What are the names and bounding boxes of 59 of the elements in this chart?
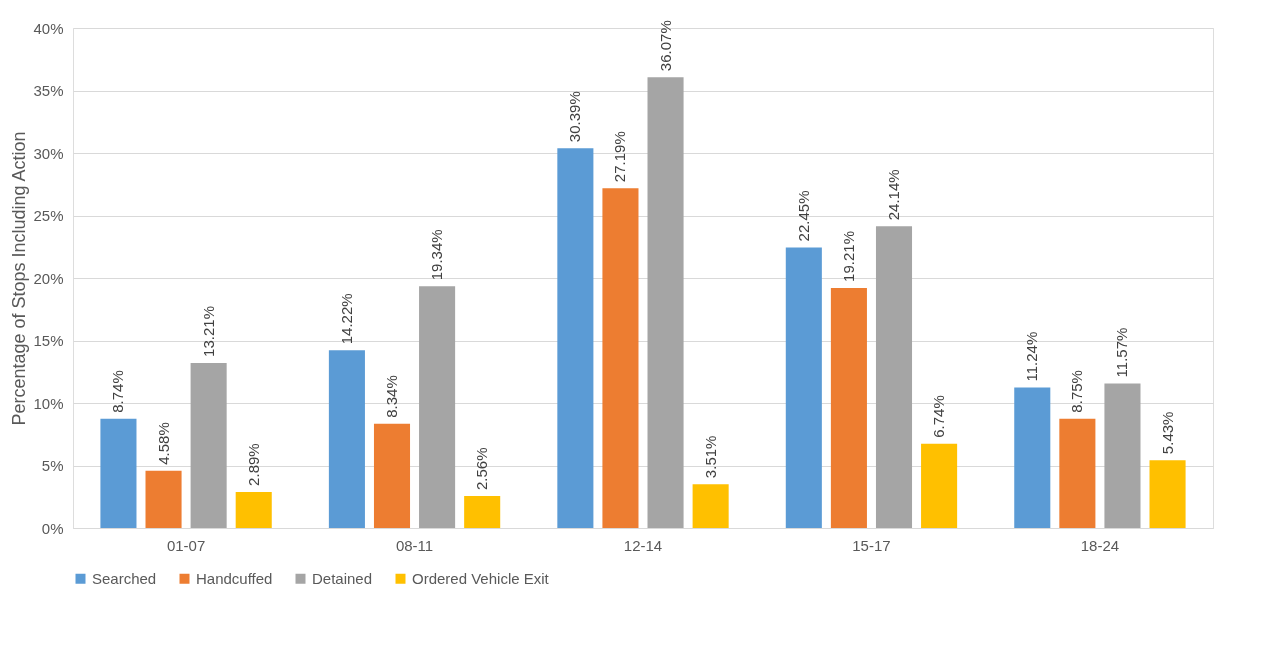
bar <box>145 470 182 528</box>
y-tick-label: 0% <box>41 519 64 537</box>
data-label: 2.89% <box>244 443 262 486</box>
data-label: 8.75% <box>1068 370 1086 413</box>
data-label: 6.74% <box>930 395 948 438</box>
y-tick-label: 30% <box>33 144 64 162</box>
data-label: 19.34% <box>428 229 446 281</box>
data-label: 8.74% <box>109 370 127 413</box>
data-label: 22.45% <box>794 190 812 242</box>
bar <box>830 287 867 528</box>
data-label: 3.51% <box>701 435 719 479</box>
x-tick-label: 08-11 <box>395 536 434 554</box>
bar <box>1104 383 1141 528</box>
bar <box>785 247 822 528</box>
legend-label: Ordered Vehicle Exit <box>412 569 550 587</box>
bar <box>557 148 594 528</box>
y-tick-label: 20% <box>33 269 64 287</box>
legend-label: Searched <box>92 569 157 587</box>
data-label: 5.43% <box>1158 411 1176 455</box>
x-tick-label: 12-14 <box>623 536 663 554</box>
bar <box>235 491 272 528</box>
y-tick-label: 10% <box>33 394 64 412</box>
x-tick-label: 15-17 <box>852 536 891 554</box>
bar <box>1014 387 1051 528</box>
bar <box>1149 460 1186 528</box>
legend-label: Detained <box>312 569 373 587</box>
x-tick-label: 18-24 <box>1080 536 1120 554</box>
data-label: 13.21% <box>199 306 217 357</box>
data-label: 11.24% <box>1023 331 1041 382</box>
data-label: 19.21% <box>839 231 857 282</box>
data-label: 11.57% <box>1113 327 1131 378</box>
data-label: 36.07% <box>656 20 674 72</box>
bar <box>1059 418 1096 528</box>
data-label: 8.34% <box>383 375 400 418</box>
bar <box>602 188 639 528</box>
data-label: 2.56% <box>473 447 491 490</box>
bar <box>100 418 137 528</box>
y-axis-title: Percentage of Stops Including Action <box>9 131 30 426</box>
data-label: 4.58% <box>154 422 172 465</box>
data-label: 14.22% <box>337 293 355 345</box>
bar <box>373 423 411 528</box>
y-tick-label: 5% <box>41 457 64 474</box>
bar <box>464 496 501 528</box>
data-label: 27.19% <box>611 131 629 183</box>
bar <box>190 362 227 528</box>
data-label: 24.14% <box>885 169 902 221</box>
y-tick-label: 15% <box>33 332 64 349</box>
bar <box>692 484 729 528</box>
legend-label: Handcuffed <box>196 569 273 587</box>
x-tick-label: 01-07 <box>166 536 206 554</box>
bar <box>328 350 365 528</box>
y-tick-label: 40% <box>33 19 64 37</box>
bar <box>647 77 684 528</box>
bar <box>921 443 958 528</box>
data-label: 30.39% <box>566 91 584 143</box>
y-tick-label: 35% <box>33 82 64 99</box>
y-tick-label: 25% <box>33 207 64 224</box>
bar <box>875 226 913 528</box>
bar <box>419 286 456 528</box>
